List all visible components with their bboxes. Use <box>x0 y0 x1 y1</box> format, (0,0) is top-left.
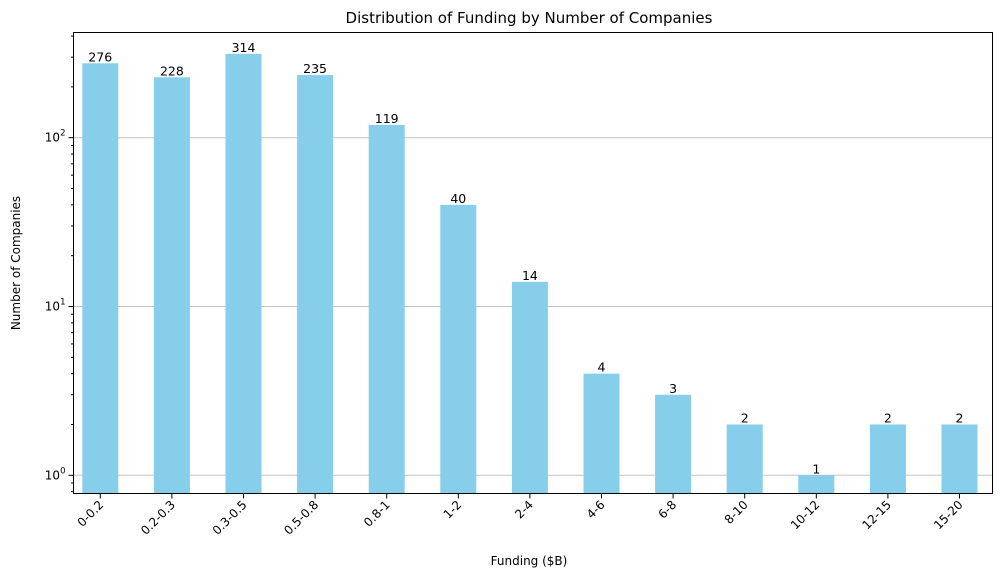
x-tick-label: 0.8-1 <box>361 498 393 530</box>
bar-value-label: 2 <box>884 410 892 425</box>
x-tick-label: 2-4 <box>512 498 536 522</box>
bar-value-label: 40 <box>450 191 466 206</box>
bar <box>82 63 119 494</box>
y-tick-label: 102 <box>45 129 66 145</box>
bar-value-label: 2 <box>741 410 749 425</box>
bar-value-label: 14 <box>522 268 538 283</box>
y-axis: 100 101 102 <box>45 35 74 493</box>
x-axis: 0-0.2 0.2-0.3 0.3-0.5 0.5-0.8 0.8-1 1-2 2-4 4-6… <box>75 493 966 538</box>
x-axis-label: Funding ($B) <box>491 554 568 568</box>
bars <box>82 53 978 494</box>
bar-value-label: 314 <box>232 40 256 55</box>
chart-title: Distribution of Funding by Number of Com… <box>346 9 713 27</box>
bar <box>655 394 692 494</box>
bar <box>225 53 262 494</box>
x-tick-label: 0.5-0.8 <box>281 498 321 538</box>
bar-value-label: 1 <box>812 461 820 476</box>
bar-value-label: 119 <box>375 111 399 126</box>
bar <box>368 124 405 494</box>
x-tick-label: 8-10 <box>722 498 751 527</box>
x-tick-label: 15-20 <box>931 498 966 533</box>
x-tick-label: 0.2-0.3 <box>138 498 178 538</box>
bar-value-label: 2 <box>956 410 964 425</box>
plot-frame <box>73 32 993 494</box>
bar <box>511 281 548 494</box>
bar <box>726 424 763 494</box>
bar-value-label: 228 <box>160 63 184 78</box>
bar <box>583 373 620 494</box>
y-tick-label: 101 <box>45 297 66 313</box>
y-tick-label: 100 <box>45 466 66 482</box>
bar-value-label: 3 <box>669 381 677 396</box>
bar <box>798 475 835 494</box>
bar <box>440 204 477 494</box>
bar-value-label: 235 <box>303 61 327 76</box>
x-tick-label: 1-2 <box>441 498 465 522</box>
x-tick-label: 12-15 <box>859 498 894 533</box>
data-labels: 276 228 314 235 119 40 14 4 3 2 1 2 2 <box>88 40 963 476</box>
x-tick-label: 0-0.2 <box>75 498 107 530</box>
bar <box>153 77 190 494</box>
bar <box>869 424 906 494</box>
bar <box>941 424 978 494</box>
x-tick-label: 0.3-0.5 <box>210 498 250 538</box>
bar <box>297 75 334 494</box>
bar-value-label: 4 <box>598 360 606 375</box>
bar-value-label: 276 <box>88 49 112 64</box>
y-axis-label: Number of Companies <box>9 196 23 330</box>
x-tick-label: 10-12 <box>788 498 823 533</box>
x-tick-label: 6-8 <box>655 498 679 522</box>
x-tick-label: 4-6 <box>584 498 608 522</box>
